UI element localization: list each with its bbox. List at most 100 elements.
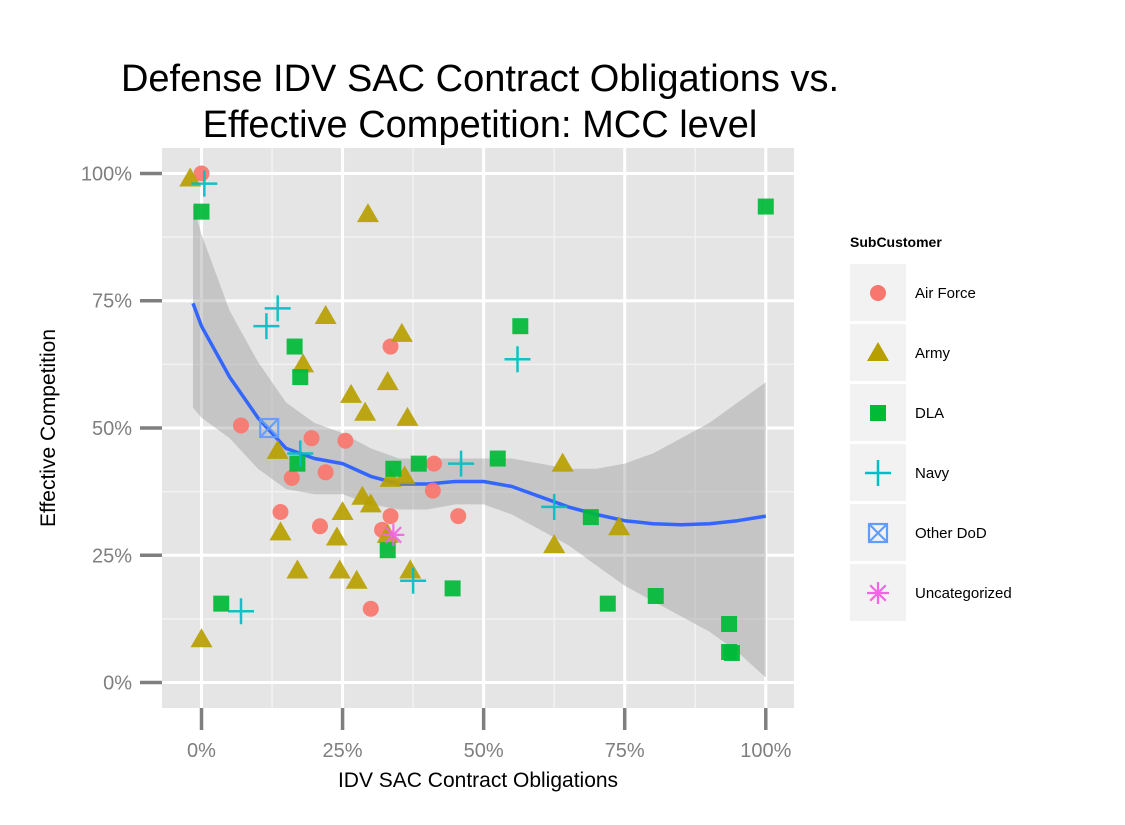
point-other-dod-d2 xyxy=(259,418,279,438)
legend-item-dla: DLA xyxy=(850,384,944,441)
legend-key-other-dod-icon-d2 xyxy=(868,523,888,543)
point-dla-shape xyxy=(647,588,664,604)
point-army-shape xyxy=(292,353,315,373)
point-dla-shape xyxy=(213,595,230,612)
point-army xyxy=(286,559,309,579)
point-dla xyxy=(193,203,210,220)
point-air-force-shape xyxy=(382,338,399,355)
point-army xyxy=(340,383,363,403)
y-tick-label: 25% xyxy=(92,545,132,567)
point-army-shape xyxy=(551,452,574,472)
point-air-force xyxy=(303,430,320,447)
point-air-force-shape xyxy=(303,430,320,447)
point-army-shape xyxy=(354,401,377,421)
y-tick-label: 100% xyxy=(81,163,132,185)
point-air-force-shape xyxy=(233,417,249,434)
x-tick-label: 100% xyxy=(740,740,791,762)
x-tick-label: 50% xyxy=(464,740,504,762)
x-tick-label: 25% xyxy=(323,740,363,762)
point-air-force xyxy=(424,482,441,499)
point-dla xyxy=(292,369,309,386)
x-tick-label: 0% xyxy=(187,740,216,762)
y-axis-label: Effective Competition xyxy=(37,329,60,527)
point-army xyxy=(399,559,422,579)
legend-item-air-force: Air Force xyxy=(850,264,976,321)
point-dla-shape xyxy=(410,455,427,472)
point-dla-shape xyxy=(193,203,210,220)
point-navy xyxy=(504,346,531,373)
point-dla-shape xyxy=(582,509,599,526)
point-dla xyxy=(582,509,599,526)
point-dla xyxy=(512,318,529,335)
smooth-line xyxy=(191,302,767,527)
point-air-force-shape xyxy=(362,600,379,617)
point-army-shape xyxy=(356,203,379,223)
point-dla-shape xyxy=(379,542,396,559)
point-army xyxy=(376,371,399,391)
point-air-force xyxy=(425,455,442,472)
legend-key-dla-icon-shape xyxy=(870,405,886,421)
point-dla xyxy=(757,198,774,215)
point-uncategorized-arm xyxy=(384,526,402,544)
point-army-shape xyxy=(179,167,202,187)
point-army-shape xyxy=(345,569,368,589)
point-navy xyxy=(541,493,568,520)
point-dla xyxy=(379,542,396,559)
point-army-shape xyxy=(393,465,416,485)
chart-title-line-2: Effective Competition: MCC level xyxy=(202,104,758,146)
point-dla xyxy=(721,616,738,632)
point-dla xyxy=(410,455,427,472)
point-air-force-shape xyxy=(283,469,300,486)
point-dla-shape xyxy=(721,616,738,632)
y-tick-label: 0% xyxy=(103,673,132,695)
point-army xyxy=(345,569,368,589)
point-uncategorized xyxy=(382,523,405,546)
legend-key-navy-icon xyxy=(865,460,891,486)
legend-key-dla-icon xyxy=(870,405,886,421)
point-air-force xyxy=(317,464,334,481)
point-army-shape xyxy=(314,305,337,324)
point-air-force-shape xyxy=(272,504,289,520)
point-army-shape xyxy=(325,526,348,546)
point-army xyxy=(396,406,419,426)
point-dla-shape xyxy=(512,318,529,335)
point-navy xyxy=(448,450,475,477)
smooth-ribbon-layer xyxy=(193,204,766,678)
point-dla xyxy=(444,580,461,597)
x-tick-label: 75% xyxy=(605,740,645,762)
point-dla xyxy=(213,595,230,612)
point-army-shape xyxy=(608,516,631,536)
legend-key-other-dod-icon xyxy=(867,522,889,544)
point-army xyxy=(608,516,631,536)
point-dla-shape xyxy=(385,460,402,477)
point-army-shape xyxy=(376,371,399,391)
legend-key-air-force-icon-shape xyxy=(870,285,886,301)
point-dla xyxy=(289,455,306,472)
point-air-force-shape xyxy=(337,432,354,449)
point-army xyxy=(314,305,337,324)
legend-item-army: Army xyxy=(850,324,950,381)
legend-item-other-dod: Other DoD xyxy=(850,504,987,561)
point-dla xyxy=(599,595,616,612)
point-dla-shape xyxy=(286,338,303,355)
point-layer xyxy=(179,165,774,662)
point-dla-shape xyxy=(599,595,616,612)
point-army-shape xyxy=(328,559,351,579)
point-army-shape xyxy=(266,439,289,459)
point-navy xyxy=(264,295,291,322)
point-navy xyxy=(228,598,254,625)
point-army xyxy=(328,559,351,579)
point-army xyxy=(190,628,213,648)
legend-key-uncategorized-icon-arm xyxy=(869,584,887,602)
point-air-force xyxy=(233,417,249,434)
point-army-shape xyxy=(399,559,422,579)
point-air-force xyxy=(283,469,300,486)
legend-key-other-dod-icon-box xyxy=(867,522,889,544)
point-dla xyxy=(723,645,740,662)
point-army-shape xyxy=(286,559,309,579)
point-army xyxy=(551,452,574,472)
point-dla-shape xyxy=(289,455,306,472)
legend-item-uncategorized: Uncategorized xyxy=(850,564,1012,621)
point-army xyxy=(359,493,382,513)
